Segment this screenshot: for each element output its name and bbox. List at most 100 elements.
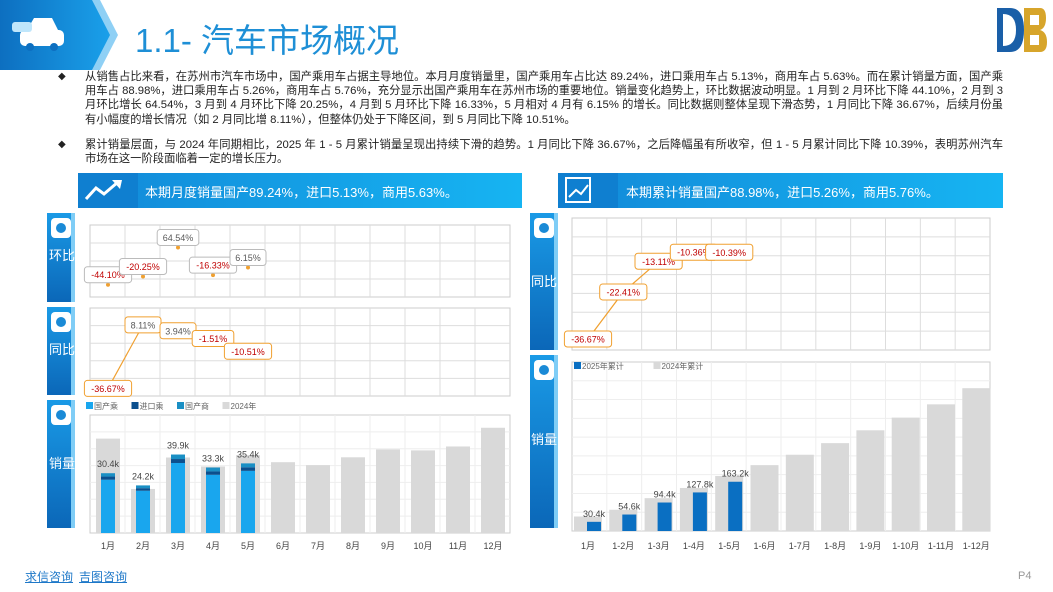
bullet: ◆ 从销售占比来看，在苏州市汽车市场中，国产乘用车占据主导地位。本月月度销量里，国… — [58, 71, 1003, 126]
data-label: -22.41% — [607, 287, 641, 297]
side-icon-dot — [56, 223, 66, 233]
label-box — [599, 283, 648, 301]
point — [106, 282, 110, 287]
side-bar-edge — [554, 213, 558, 350]
data-label: 127.8k — [686, 479, 714, 489]
legend-swatch — [653, 362, 661, 369]
x-tick-label: 1-9月 — [859, 541, 881, 551]
point — [246, 265, 250, 270]
x-tick-label: 8月 — [346, 541, 360, 551]
data-label: -36.67% — [571, 335, 605, 345]
bar-2024 — [376, 449, 400, 533]
x-tick-label: 1-6月 — [753, 541, 775, 551]
bar-segment — [206, 471, 220, 475]
side-icon-dot — [539, 223, 549, 233]
total-label: 30.4k — [97, 459, 120, 469]
bar-2024 — [411, 450, 435, 533]
footer-link[interactable]: 求信咨询 — [25, 570, 74, 584]
legend-label: 进口乘 — [140, 401, 164, 411]
total-label: 39.9k — [167, 441, 190, 451]
bar-segment — [171, 462, 185, 533]
x-tick-label: 10月 — [413, 541, 432, 551]
label-box — [83, 379, 133, 397]
bar-segment — [136, 488, 150, 491]
side-icon-dot — [56, 317, 66, 327]
side-bar-edge — [554, 355, 558, 528]
x-tick-label: 2月 — [136, 541, 150, 551]
label-box — [156, 228, 200, 246]
legend-swatch — [86, 402, 93, 409]
x-tick-label: 7月 — [311, 541, 325, 551]
bar-segment — [136, 485, 150, 489]
label-box — [563, 330, 613, 348]
x-tick-label: 1-12月 — [963, 541, 990, 551]
bar-2024 — [750, 465, 779, 531]
title: 1.1- 汽车市场概况 — [135, 22, 400, 59]
page-number: P4 — [1018, 570, 1032, 582]
legend-label: 国产商 — [185, 401, 209, 411]
x-tick-label: 9月 — [381, 541, 395, 551]
total-label: 33.3k — [202, 454, 225, 464]
side-bars — [47, 213, 558, 528]
x-tick-label: 1-5月 — [718, 541, 740, 551]
x-tick-label: 1-10月 — [892, 541, 919, 551]
label-box — [191, 330, 235, 348]
banner-text: 本期累计销量国产88.98%，进口5.26%，商用5.76%。 — [626, 185, 939, 200]
bar — [587, 521, 601, 531]
bar-2024 — [856, 430, 885, 531]
banners — [78, 173, 1003, 208]
x-tick-label: 12月 — [483, 541, 502, 551]
point — [211, 273, 215, 278]
bar-segment — [241, 470, 255, 533]
x-tick-label: 1-8月 — [824, 541, 846, 551]
x-tick-label: 6月 — [276, 541, 290, 551]
data-label: -13.11% — [642, 257, 675, 267]
x-tick-label: 11月 — [449, 541, 467, 551]
side-bar-edge — [71, 307, 75, 395]
legend-swatch — [131, 402, 139, 409]
bar-2024 — [962, 388, 991, 531]
legend-label: 2024年 — [231, 401, 257, 411]
bar-2024 — [306, 465, 330, 533]
x-tick-label: 1-4月 — [683, 541, 705, 551]
x-tick-label: 1月 — [101, 541, 115, 551]
data-label: 94.4k — [654, 490, 677, 500]
bar-2024 — [821, 443, 850, 531]
x-tick-label: 3月 — [171, 541, 185, 551]
side-bar — [530, 355, 558, 528]
x-tick-label: 1月 — [581, 541, 595, 551]
total-label: 35.4k — [237, 449, 260, 459]
point — [141, 274, 145, 279]
data-label: 3.94% — [165, 326, 191, 336]
bar — [622, 514, 637, 531]
side-icon-dot — [56, 410, 66, 420]
data-label: 54.6k — [618, 502, 641, 512]
data-label: 30.4k — [583, 509, 606, 519]
bar-2024 — [785, 454, 814, 531]
bar-segment — [101, 476, 115, 480]
legend-swatch — [574, 362, 581, 369]
bar — [728, 481, 743, 531]
x-tick-label: 1-7月 — [789, 541, 811, 551]
legend-swatch — [177, 402, 184, 409]
x-tick-label: 4月 — [206, 541, 220, 551]
x-tick-label: 5月 — [241, 541, 255, 551]
data-label: 64.54% — [163, 233, 194, 243]
data-label: -20.25% — [126, 262, 160, 272]
data-label: -16.33% — [196, 261, 230, 271]
legend-label: 2025年累计 — [582, 361, 624, 371]
data-label: -10.51% — [231, 347, 265, 357]
bar-segment — [206, 474, 220, 533]
footer-link[interactable]: 吉图咨询 — [79, 570, 128, 584]
bar-2024 — [927, 404, 955, 531]
bar-2024 — [341, 457, 365, 533]
logo — [997, 8, 1047, 52]
bar-2024 — [481, 427, 505, 533]
point — [176, 245, 180, 250]
legend-label: 2024年累计 — [662, 361, 704, 371]
label-box — [118, 258, 168, 276]
bar-segment — [171, 459, 185, 463]
side-icon-dot — [539, 365, 549, 375]
